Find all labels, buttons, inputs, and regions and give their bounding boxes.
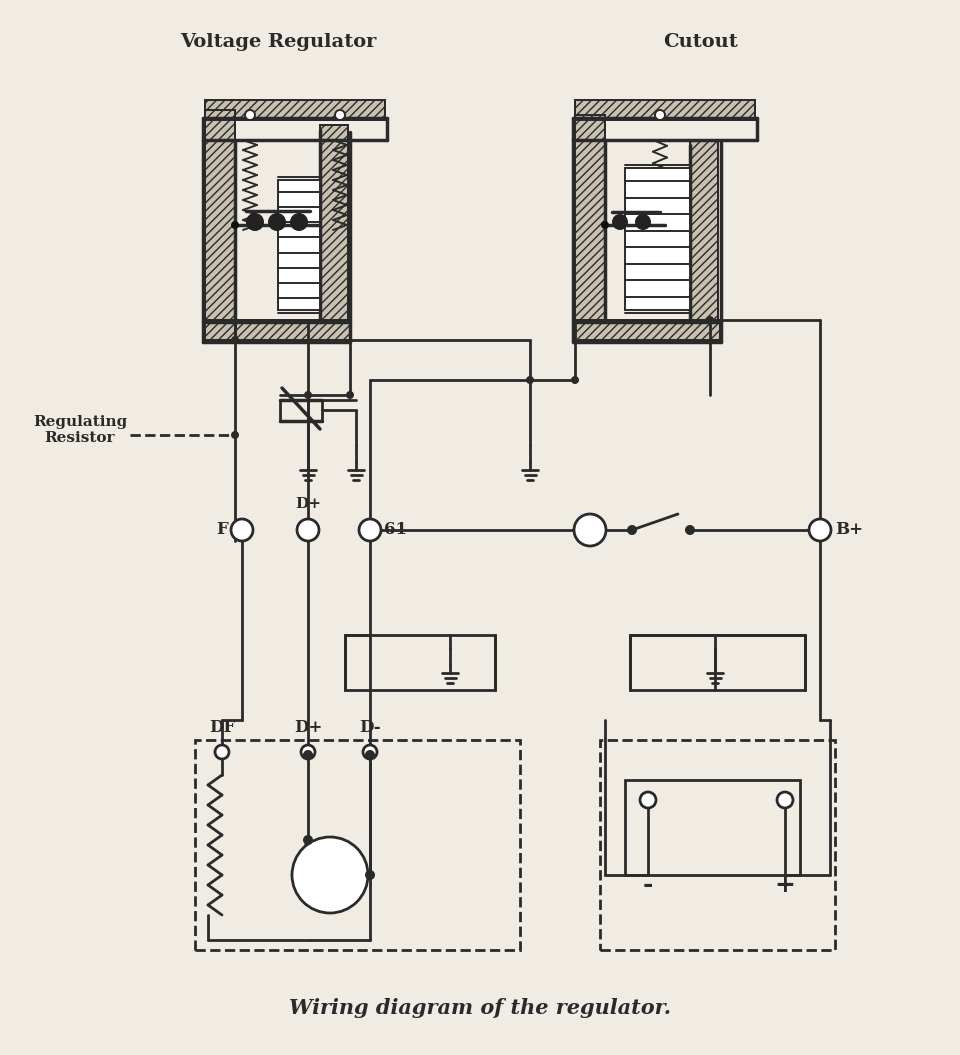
Circle shape [301,745,315,759]
Text: Wiring diagram of the regulator.: Wiring diagram of the regulator. [289,998,671,1018]
Bar [575,100,755,120]
Bar [278,180,320,310]
Text: F: F [216,521,228,538]
Circle shape [706,316,714,324]
Bar [575,320,720,340]
Bar [205,320,350,340]
Circle shape [215,745,229,759]
Bar [205,320,350,340]
Circle shape [246,213,264,231]
Bar [575,115,605,320]
Text: D+: D+ [295,497,321,511]
Circle shape [571,376,579,384]
Text: DF: DF [209,720,235,736]
Circle shape [292,837,368,913]
Bar [195,740,520,950]
Circle shape [303,835,313,845]
Bar [630,635,805,690]
Circle shape [231,519,253,541]
Circle shape [245,110,255,120]
Text: D+: D+ [294,720,323,736]
Text: Regulating
Resistor: Regulating Resistor [33,415,127,445]
Text: 61: 61 [384,521,407,538]
Text: -: - [643,872,653,897]
Circle shape [231,335,239,344]
Bar [600,740,835,950]
Bar [575,320,720,340]
Circle shape [363,745,377,759]
Bar [690,140,718,320]
Circle shape [231,220,239,229]
Text: +: + [775,872,796,897]
Circle shape [809,519,831,541]
Circle shape [359,519,381,541]
Bar [625,168,690,310]
Text: Voltage Regulator: Voltage Regulator [180,33,376,51]
Text: B+: B+ [835,521,863,538]
Bar [690,140,718,320]
Circle shape [777,792,793,808]
Circle shape [635,214,651,230]
Circle shape [268,213,286,231]
Bar [205,100,385,120]
Text: D-: D- [359,720,381,736]
Circle shape [601,220,609,229]
Text: Cutout: Cutout [662,33,737,51]
Circle shape [297,519,319,541]
Bar [205,100,385,120]
Circle shape [231,431,239,439]
Circle shape [574,514,606,546]
Bar [575,100,755,120]
Circle shape [365,870,375,880]
Bar [575,115,605,320]
Circle shape [612,214,628,230]
Bar [625,780,800,875]
Circle shape [655,110,665,120]
Circle shape [526,376,534,384]
Circle shape [685,525,695,535]
Bar [345,635,495,690]
Bar [320,124,348,320]
Circle shape [640,792,656,808]
Circle shape [627,525,637,535]
Circle shape [303,750,313,760]
Circle shape [304,391,312,399]
Circle shape [365,750,375,760]
Bar [205,110,235,320]
Circle shape [346,391,354,399]
Bar [320,124,348,320]
Circle shape [335,110,345,120]
Bar [205,110,235,320]
Circle shape [290,213,308,231]
